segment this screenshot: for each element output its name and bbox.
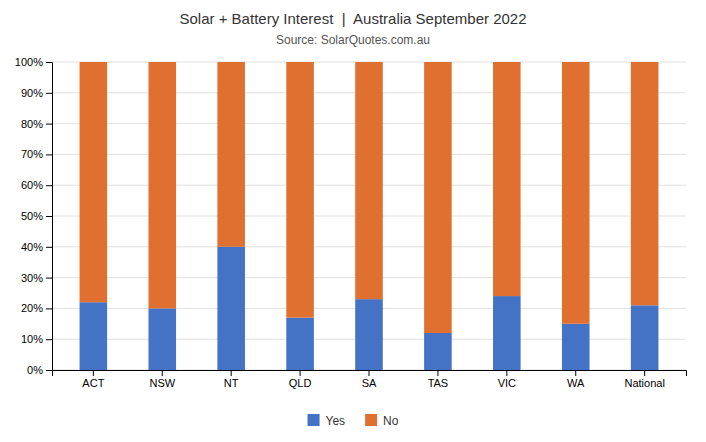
legend: Yes No	[308, 414, 399, 428]
x-tick-mark	[506, 370, 507, 376]
y-tick-mark	[46, 124, 52, 125]
legend-label: No	[383, 414, 399, 428]
y-tick-label: 100%	[15, 56, 43, 68]
y-tick: 30%	[21, 272, 52, 284]
y-tick: 90%	[21, 87, 52, 99]
x-tick-label: NSW	[149, 377, 175, 389]
y-tick-mark	[46, 185, 52, 186]
x-tick: NT	[224, 370, 239, 389]
bar	[217, 62, 245, 247]
bar	[355, 299, 383, 370]
bar	[562, 324, 590, 370]
x-tick-label: TAS	[428, 377, 449, 389]
x-tick: ACT	[82, 370, 104, 389]
bar	[493, 296, 521, 370]
y-tick-label: 70%	[21, 148, 43, 160]
y-tick-mark	[46, 339, 52, 340]
bar	[286, 318, 314, 370]
x-tick-label: National	[624, 377, 664, 389]
subtitle: Source: SolarQuotes.com.au	[276, 33, 430, 47]
legend-swatch	[308, 414, 320, 426]
bar	[631, 305, 659, 370]
x-tick-label: VIC	[498, 377, 516, 389]
x-tick-mark	[644, 370, 645, 376]
legend-label: Yes	[326, 414, 346, 428]
x-tick: TAS	[428, 370, 449, 389]
y-tick-label: 0%	[27, 364, 43, 376]
y-tick-label: 10%	[21, 333, 43, 345]
y-tick: 80%	[21, 118, 52, 130]
y-tick-label: 30%	[21, 272, 43, 284]
y-tick-label: 40%	[21, 241, 43, 253]
bar	[424, 333, 452, 370]
y-tick: 70%	[21, 148, 52, 160]
x-tick-mark	[93, 370, 94, 376]
y-tick-mark	[46, 93, 52, 94]
y-tick: 20%	[21, 302, 52, 314]
x-tick: WA	[567, 370, 585, 389]
y-tick: 40%	[21, 241, 52, 253]
x-tick: NSW	[149, 370, 175, 389]
legend-item: No	[365, 414, 399, 428]
legend-swatch	[365, 414, 377, 426]
x-tick-mark	[300, 370, 301, 376]
x-tick-label: SA	[362, 377, 377, 389]
bar	[631, 62, 659, 305]
y-tick-mark	[46, 62, 52, 63]
title: Solar + Battery Interest | Australia Sep…	[180, 10, 527, 27]
y-axis: 0% 10% 20% 30% 40% 50% 60% 70% 80% 90% 100%	[15, 56, 53, 376]
bar	[148, 62, 176, 308]
plot: ACT NSW NT QLD SA TAS VIC WA National 0% 10% 20% 30%…	[15, 56, 687, 389]
chart-container: Solar + Battery Interest | Australia Sep…	[0, 0, 706, 442]
y-tick-label: 90%	[21, 87, 43, 99]
bar	[424, 62, 452, 333]
legend-item: Yes	[308, 414, 346, 428]
x-tick: QLD	[289, 370, 312, 389]
y-tick-mark	[46, 278, 52, 279]
x-tick: VIC	[498, 370, 516, 389]
y-tick: 60%	[21, 179, 52, 191]
bar	[286, 62, 314, 318]
y-tick-mark	[46, 154, 52, 155]
series-bars	[80, 62, 659, 333]
x-axis-line	[53, 371, 687, 377]
y-tick-label: 50%	[21, 210, 43, 222]
bar	[355, 62, 383, 299]
bar	[80, 302, 108, 370]
x-tick-mark	[231, 370, 232, 376]
y-tick: 0%	[27, 364, 52, 376]
bar	[562, 62, 590, 324]
bar	[493, 62, 521, 296]
x-tick-label: QLD	[289, 377, 312, 389]
y-axis-line	[46, 63, 53, 371]
y-tick-mark	[46, 308, 52, 309]
y-tick-label: 60%	[21, 179, 43, 191]
bars	[80, 62, 659, 370]
x-tick-mark	[575, 370, 576, 376]
y-tick-label: 20%	[21, 302, 43, 314]
x-tick-label: NT	[224, 377, 239, 389]
x-tick-mark	[437, 370, 438, 376]
y-tick: 50%	[21, 210, 52, 222]
x-tick-label: WA	[567, 377, 585, 389]
y-tick-mark	[46, 216, 52, 217]
y-tick: 100%	[15, 56, 52, 68]
y-tick: 10%	[21, 333, 52, 345]
y-tick-mark	[46, 247, 52, 248]
bar	[148, 308, 176, 370]
bar	[217, 247, 245, 370]
x-tick: SA	[362, 370, 377, 389]
x-axis: ACT NSW NT QLD SA TAS VIC WA National	[53, 370, 687, 389]
chart-svg: Solar + Battery Interest | Australia Sep…	[0, 0, 706, 442]
bar	[80, 62, 108, 302]
y-tick-mark	[46, 370, 52, 371]
x-tick-label: ACT	[82, 377, 104, 389]
grid	[52, 62, 686, 370]
y-tick-label: 80%	[21, 118, 43, 130]
x-tick-mark	[162, 370, 163, 376]
x-tick: National	[624, 370, 664, 389]
x-tick-mark	[369, 370, 370, 376]
